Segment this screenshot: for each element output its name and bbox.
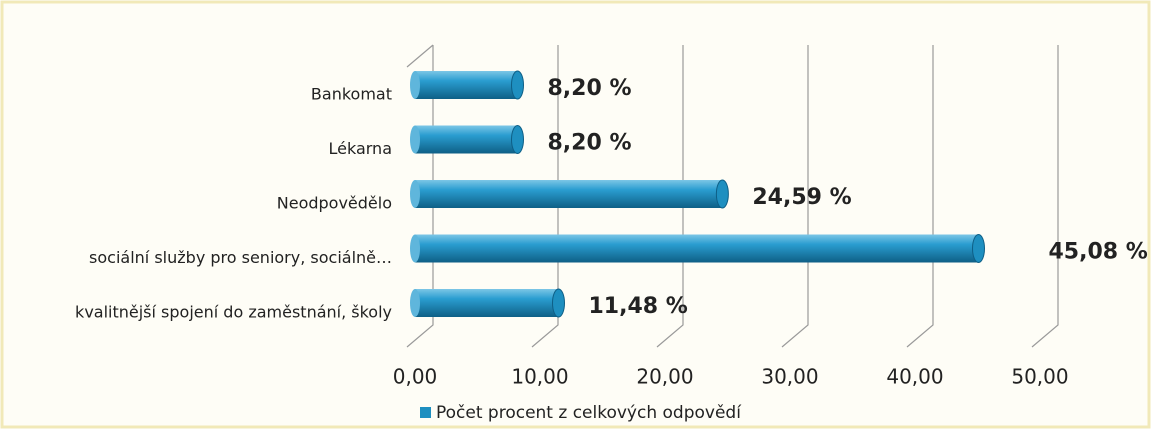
bar-end-cap	[715, 179, 729, 209]
bar-end-cap	[552, 288, 565, 318]
bar-start-cap	[410, 180, 420, 208]
wall-top	[406, 44, 434, 68]
bar	[415, 289, 559, 317]
x-tick-label: 10,00	[511, 365, 568, 389]
legend-label: Počet procent z celkových odpovědí	[436, 403, 742, 423]
y-tick-label: Neodpovědělo	[277, 194, 392, 213]
y-tick-label: sociální služby pro seniory, sociálně…	[89, 248, 392, 267]
bar	[415, 180, 723, 208]
data-label: 24,59 %	[752, 185, 851, 210]
grid-line	[906, 45, 934, 348]
x-tick-label: 20,00	[636, 365, 693, 389]
y-tick-label: kvalitnější spojení do zaměstnání, školy	[75, 303, 392, 322]
bar-end-cap	[511, 125, 524, 154]
bar	[415, 71, 518, 99]
bar	[415, 125, 518, 154]
legend-swatch	[420, 407, 431, 418]
grid-line	[531, 45, 559, 348]
data-label: 8,20 %	[548, 76, 632, 101]
x-tick-label: 0,00	[393, 365, 438, 389]
bar-end-cap	[972, 234, 985, 263]
data-label: 45,08 %	[1049, 240, 1148, 265]
x-tick-label: 40,00	[886, 365, 943, 389]
bar	[415, 234, 979, 263]
bar-start-cap	[410, 289, 420, 317]
bar-start-cap	[410, 125, 420, 154]
bar-start-cap	[410, 234, 420, 263]
bar-start-cap	[410, 71, 420, 99]
bar-end-cap	[511, 70, 524, 100]
data-label: 11,48 %	[589, 294, 688, 319]
x-tick-label: 30,00	[761, 365, 818, 389]
x-tick-label: 50,00	[1011, 365, 1068, 389]
y-tick-label: Bankomat	[311, 85, 392, 104]
grid-line	[781, 45, 809, 348]
grid-line	[1031, 45, 1059, 348]
y-tick-label: Lékarna	[328, 139, 392, 158]
data-label: 8,20 %	[548, 131, 632, 156]
grid-line	[656, 45, 684, 348]
